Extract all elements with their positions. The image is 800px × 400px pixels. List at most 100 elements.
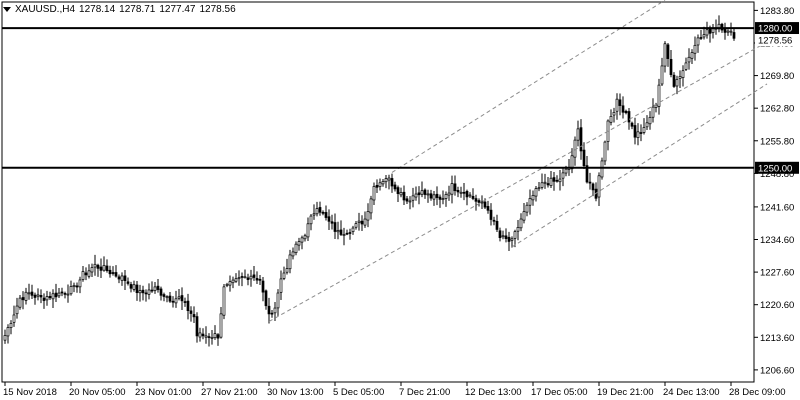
candle-bull	[381, 181, 385, 185]
candle-bull	[531, 195, 535, 201]
candle-bear	[330, 221, 334, 224]
candle-bear	[627, 111, 631, 123]
candle-bull	[696, 37, 700, 46]
candle-bull	[147, 289, 151, 295]
candle-bull	[237, 277, 241, 280]
candle-bull	[678, 76, 682, 79]
candle-bull	[24, 291, 28, 301]
candle-bull	[645, 122, 649, 128]
candle-bull	[174, 298, 178, 304]
candle-bear	[666, 44, 670, 59]
channel-trendline	[391, 0, 666, 173]
candle-bull	[78, 279, 82, 288]
y-tick-label: 1241.60	[760, 202, 794, 213]
x-tick-label: 19 Dec 21:00	[597, 387, 654, 398]
candle-bear	[417, 192, 421, 196]
candle-bear	[135, 284, 139, 294]
candle-bear	[486, 206, 490, 211]
candle-bull	[675, 79, 679, 87]
candle-bull	[243, 276, 247, 279]
candle-bull	[210, 337, 214, 339]
candle-bear	[39, 295, 43, 298]
candle-bear	[162, 294, 166, 297]
chart-header: XAUUSD.,H4 1278.14 1278.71 1277.47 1278.…	[3, 4, 236, 15]
candle-bull	[93, 263, 97, 268]
x-tick-label: 28 Dec 09:00	[729, 387, 786, 398]
candle-bull	[534, 188, 538, 197]
candle-bull	[6, 327, 10, 337]
candle-bull	[57, 292, 61, 297]
candle-bear	[489, 209, 493, 220]
candle-bull	[213, 333, 217, 339]
candle-bull	[600, 160, 604, 178]
symbol-label: XAUUSD.,H4	[15, 4, 76, 15]
candle-bull	[663, 43, 667, 67]
candle-bull	[657, 84, 661, 107]
candle-bear	[201, 333, 205, 337]
candle-bear	[498, 230, 502, 238]
candle-bull	[27, 292, 31, 295]
dropdown-triangle-icon[interactable]	[3, 7, 11, 12]
candle-bull	[420, 190, 424, 195]
candle-bull	[234, 278, 238, 282]
y-tick-label: 1255.80	[760, 136, 794, 147]
candle-bear	[48, 295, 52, 299]
candle-bull	[480, 201, 484, 204]
candle-bull	[132, 284, 136, 290]
candle-bull	[501, 235, 505, 238]
candle-bull	[228, 281, 232, 286]
candle-bull	[573, 139, 577, 158]
candle-bull	[12, 314, 16, 323]
candle-bear	[96, 264, 100, 269]
candle-bull	[702, 34, 706, 38]
x-tick-label: 30 Nov 13:00	[267, 387, 324, 398]
candle-bull	[558, 178, 562, 183]
candle-bear	[732, 32, 736, 39]
candle-bear	[171, 300, 175, 303]
candle-bull	[204, 335, 208, 338]
candle-bear	[630, 122, 634, 127]
candle-bear	[267, 305, 271, 315]
candle-bull	[642, 127, 646, 133]
ohlc-low: 1277.47	[159, 4, 196, 15]
candle-bull	[684, 62, 688, 70]
x-tick-label: 17 Dec 05:00	[531, 387, 588, 398]
candle-bear	[195, 316, 199, 337]
candle-bull	[543, 181, 547, 184]
candle-bull	[51, 293, 55, 300]
candle-bull	[522, 211, 526, 221]
candle-bear	[495, 221, 499, 230]
candle-bull	[249, 275, 253, 280]
candle-bear	[324, 212, 328, 218]
candle-bull	[441, 198, 445, 200]
candle-bear	[186, 300, 190, 312]
candle-bear	[216, 334, 220, 339]
candle-bull	[285, 268, 289, 273]
candle-bull	[540, 182, 544, 188]
candle-bear	[438, 196, 442, 200]
candle-bear	[111, 272, 115, 274]
candle-bull	[651, 106, 655, 118]
candle-bear	[435, 193, 439, 198]
candle-bear	[240, 276, 244, 278]
candle-bull	[273, 307, 277, 314]
candle-bull	[282, 272, 286, 279]
candle-bull	[279, 278, 283, 293]
candle-bear	[582, 149, 586, 167]
candle-bull	[537, 187, 541, 190]
candle-bull	[231, 279, 235, 284]
candle-bear	[252, 274, 256, 278]
candle-bear	[54, 292, 58, 298]
candle-bull	[690, 52, 694, 59]
candle-bull	[519, 218, 523, 229]
candle-bear	[21, 297, 25, 301]
candle-bull	[726, 30, 730, 33]
candle-bear	[99, 266, 103, 271]
x-tick-label: 27 Nov 21:00	[201, 387, 258, 398]
candle-bear	[639, 132, 643, 134]
candle-bear	[105, 265, 109, 271]
candle-bear	[192, 314, 196, 318]
candle-bull	[351, 227, 355, 233]
